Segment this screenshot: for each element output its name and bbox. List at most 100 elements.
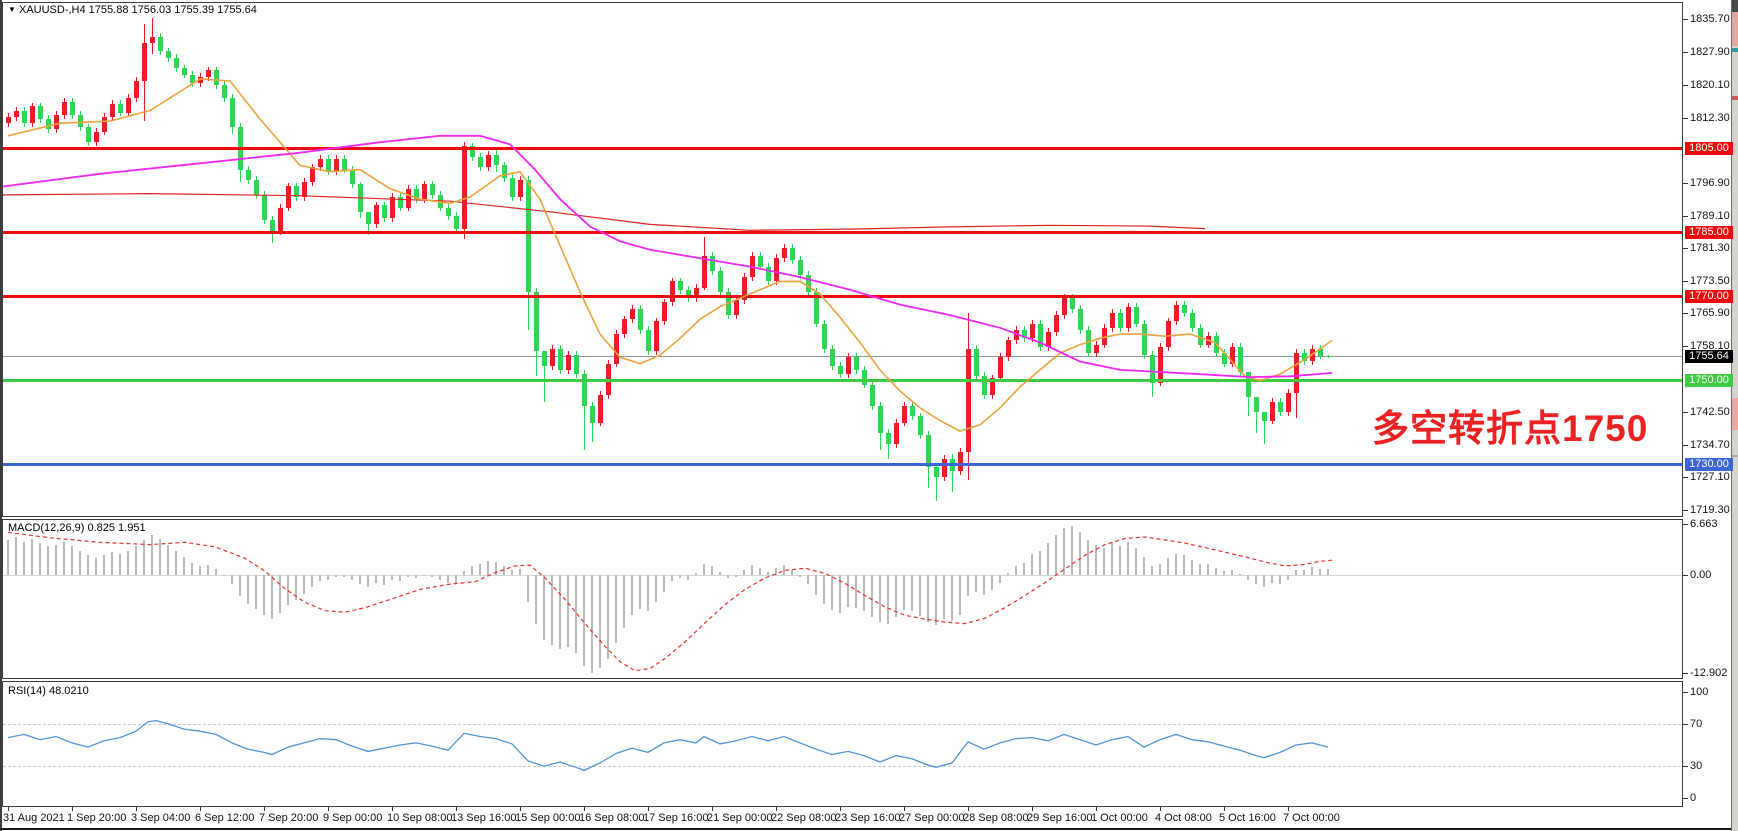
macd-histogram-bar <box>999 575 1001 583</box>
candle-body <box>958 452 963 472</box>
macd-histogram-bar <box>807 575 809 585</box>
chart-header[interactable]: ▼ XAUUSD-,H4 1755.88 1756.03 1755.39 175… <box>8 4 257 16</box>
macd-histogram-bar <box>863 575 865 612</box>
macd-histogram-bar <box>431 575 433 577</box>
macd-histogram-bar <box>1311 567 1313 575</box>
macd-histogram-bar <box>487 561 489 575</box>
macd-histogram-bar <box>479 563 481 575</box>
candle-body <box>1222 353 1227 364</box>
support-resistance-line[interactable] <box>3 378 1682 382</box>
candle-body <box>766 266 771 282</box>
macd-histogram-bar <box>591 575 593 674</box>
candle-body <box>1142 323 1147 356</box>
macd-histogram-bar <box>567 575 569 648</box>
macd-histogram-bar <box>31 538 33 575</box>
macd-histogram-bar <box>1023 562 1025 575</box>
macd-histogram-bar <box>719 571 721 575</box>
chevron-down-icon[interactable]: ▼ <box>8 5 16 14</box>
candle-wick <box>952 454 953 493</box>
candle-body <box>526 180 531 292</box>
price-axis-tick <box>1683 346 1688 348</box>
right-strip-mark <box>1732 96 1738 100</box>
candle-body <box>222 85 227 98</box>
macd-histogram-bar <box>63 541 65 575</box>
candle-body <box>486 154 491 168</box>
candle-body <box>422 184 427 200</box>
macd-histogram-bar <box>247 575 249 604</box>
price-axis-label: 1835.70 <box>1690 13 1730 25</box>
candle-body <box>1126 306 1131 328</box>
rsi-panel[interactable] <box>2 681 1683 807</box>
candle-body <box>78 114 83 128</box>
macd-histogram-bar <box>975 575 977 592</box>
macd-histogram-bar <box>911 575 913 612</box>
macd-histogram-bar <box>767 571 769 575</box>
price-level-badge: 1805.00 <box>1685 141 1733 155</box>
time-axis-tick <box>968 807 969 811</box>
macd-histogram-bar <box>23 541 25 575</box>
support-resistance-line[interactable] <box>3 146 1682 150</box>
time-axis-label: 16 Sep 08:00 <box>579 812 645 824</box>
candle-body <box>886 433 891 444</box>
time-axis-tick <box>1160 807 1161 811</box>
macd-histogram-bar <box>663 575 665 592</box>
price-axis-label: 1742.50 <box>1690 406 1730 419</box>
macd-histogram-bar <box>1039 550 1041 575</box>
support-resistance-line[interactable] <box>3 294 1682 298</box>
candle-body <box>86 127 91 143</box>
macd-histogram-bar <box>295 575 297 601</box>
candle-body <box>1238 346 1243 373</box>
candle-body <box>1174 304 1179 322</box>
candle-body <box>510 178 515 197</box>
price-axis-label: 1781.30 <box>1690 242 1730 255</box>
time-axis-tick <box>520 807 521 811</box>
time-axis-label: 9 Sep 00:00 <box>323 812 383 824</box>
macd-histogram-bar <box>583 575 585 667</box>
candle-body <box>1118 312 1123 328</box>
macd-histogram-bar <box>511 570 513 575</box>
macd-histogram-bar <box>703 564 705 575</box>
rsi-axis-label: 100 <box>1690 686 1709 698</box>
macd-histogram-bar <box>687 575 689 580</box>
macd-histogram-bar <box>103 555 105 575</box>
symbol-timeframe-label: XAUUSD-,H4 <box>18 4 86 16</box>
candle-body <box>550 348 555 366</box>
macd-histogram-bar <box>199 565 201 575</box>
candle-body <box>918 416 923 436</box>
candle-body <box>926 435 931 467</box>
price-axis-tick <box>1683 477 1688 479</box>
macd-histogram-bar <box>735 575 737 577</box>
macd-histogram-bar <box>263 575 265 615</box>
macd-axis-tick <box>1683 673 1688 675</box>
macd-histogram-bar <box>1007 573 1009 575</box>
price-axis-label: 1719.30 <box>1690 503 1730 516</box>
macd-histogram-bar <box>1327 568 1329 575</box>
candle-body <box>1102 327 1107 345</box>
candle-body <box>38 106 43 119</box>
right-strip-mark <box>1732 398 1738 430</box>
macd-histogram-bar <box>423 575 425 576</box>
macd-histogram-bar <box>895 575 897 617</box>
macd-histogram-bar <box>239 575 241 597</box>
price-axis-tick <box>1683 445 1688 447</box>
candle-body <box>902 405 907 423</box>
macd-histogram-bar <box>223 575 225 576</box>
candle-body <box>1166 321 1171 347</box>
macd-histogram-bar <box>1143 556 1145 575</box>
current-price-badge: 1755.64 <box>1685 350 1733 364</box>
candle-body <box>710 256 715 271</box>
support-resistance-line[interactable] <box>3 231 1682 235</box>
macd-histogram-bar <box>439 575 441 580</box>
candle-body <box>854 357 859 370</box>
support-resistance-line[interactable] <box>3 463 1682 467</box>
rsi-threshold-line <box>3 766 1681 768</box>
price-axis-label: 1827.90 <box>1690 45 1730 58</box>
macd-histogram-bar <box>927 575 929 623</box>
candle-body <box>110 104 115 117</box>
price-level-badge: 1730.00 <box>1685 458 1733 472</box>
time-axis-label: 4 Oct 08:00 <box>1155 812 1212 824</box>
candle-body <box>118 104 123 113</box>
macd-histogram-bar <box>55 544 57 575</box>
candle-body <box>806 275 811 292</box>
candle-body <box>734 300 739 316</box>
